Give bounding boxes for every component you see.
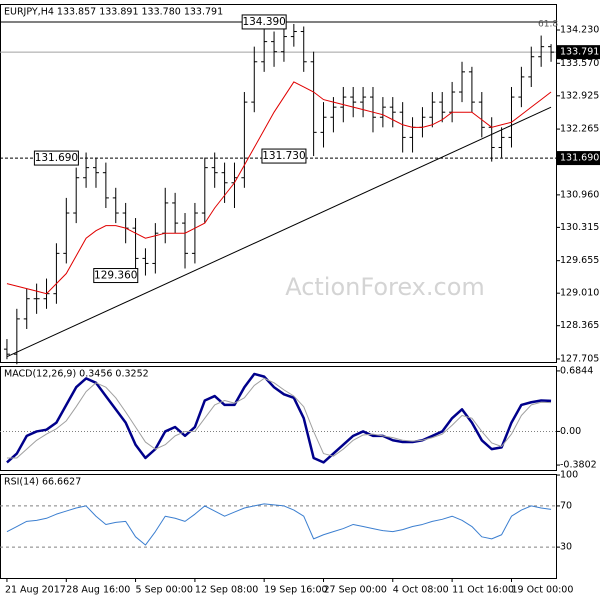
panel-frame <box>0 474 557 579</box>
x-tick-label: 12 Sep 08:00 <box>195 585 258 596</box>
x-tick-label: 11 Oct 16:00 <box>452 585 514 596</box>
y-tick-label: 100 <box>560 470 578 481</box>
y-tick-label: 128.365 <box>560 320 599 331</box>
last-price-tag-label: 133.791 <box>560 47 599 58</box>
annotation-label: 131.690 <box>35 152 78 164</box>
moving-average <box>6 81 552 295</box>
y-tick-label: 130.315 <box>560 222 599 233</box>
panel-title: RSI(14) 66.6627 <box>4 477 81 488</box>
annotation-box <box>93 268 139 284</box>
y-tick-label: 30 <box>560 542 572 553</box>
y-tick-label: 0.6844 <box>560 365 593 376</box>
annotation-box <box>241 14 287 30</box>
support-tag-label: 131.690 <box>560 153 599 164</box>
y-tick-label: 133.570 <box>560 58 599 69</box>
x-tick-label: 27 Sep 00:00 <box>324 585 387 596</box>
panel-frame <box>0 4 557 363</box>
x-tick-label: 28 Aug 16:00 <box>66 585 130 596</box>
y-tick-label: 127.705 <box>560 353 599 364</box>
annotation-box <box>261 148 307 164</box>
y-tick-label: 132.265 <box>560 124 599 135</box>
panel-title: MACD(12,26,9) 0.3456 0.3252 <box>4 369 149 380</box>
panel-title: EURJPY,H4 133.857 133.891 133.780 133.79… <box>4 7 223 18</box>
support-tag <box>557 151 600 166</box>
last-price-tag <box>557 45 600 60</box>
x-tick-label: 4 Oct 08:00 <box>393 585 449 596</box>
annotation-box <box>33 150 79 166</box>
x-tick-label: 21 Aug 2017 <box>5 585 66 596</box>
x-tick-label: 5 Sep 00:00 <box>136 585 193 596</box>
y-tick-label: 129.655 <box>560 255 599 266</box>
indicator-line <box>6 503 552 546</box>
annotation-label: 129.360 <box>94 270 137 282</box>
y-tick-label: 129.010 <box>560 288 599 299</box>
panel-frame <box>0 366 557 471</box>
y-tick-label: 70 <box>560 500 572 511</box>
fib-label: 61.8 <box>538 20 558 30</box>
x-tick-label: 19 Sep 16:00 <box>264 585 327 596</box>
trendline <box>6 106 552 358</box>
indicator-line <box>6 377 552 459</box>
y-tick-label: 130.960 <box>560 189 599 200</box>
watermark: ActionForex.com <box>285 273 485 301</box>
y-tick-label: 132.925 <box>560 90 599 101</box>
x-tick-label: 19 Oct 00:00 <box>511 585 573 596</box>
annotation-label: 131.730 <box>262 150 305 162</box>
indicator-line <box>6 372 552 464</box>
y-tick-label: -0.3802 <box>560 460 597 471</box>
y-tick-label: 0.00 <box>560 426 581 437</box>
annotation-label: 134.390 <box>242 16 285 28</box>
y-tick-label: 134.230 <box>560 25 599 36</box>
